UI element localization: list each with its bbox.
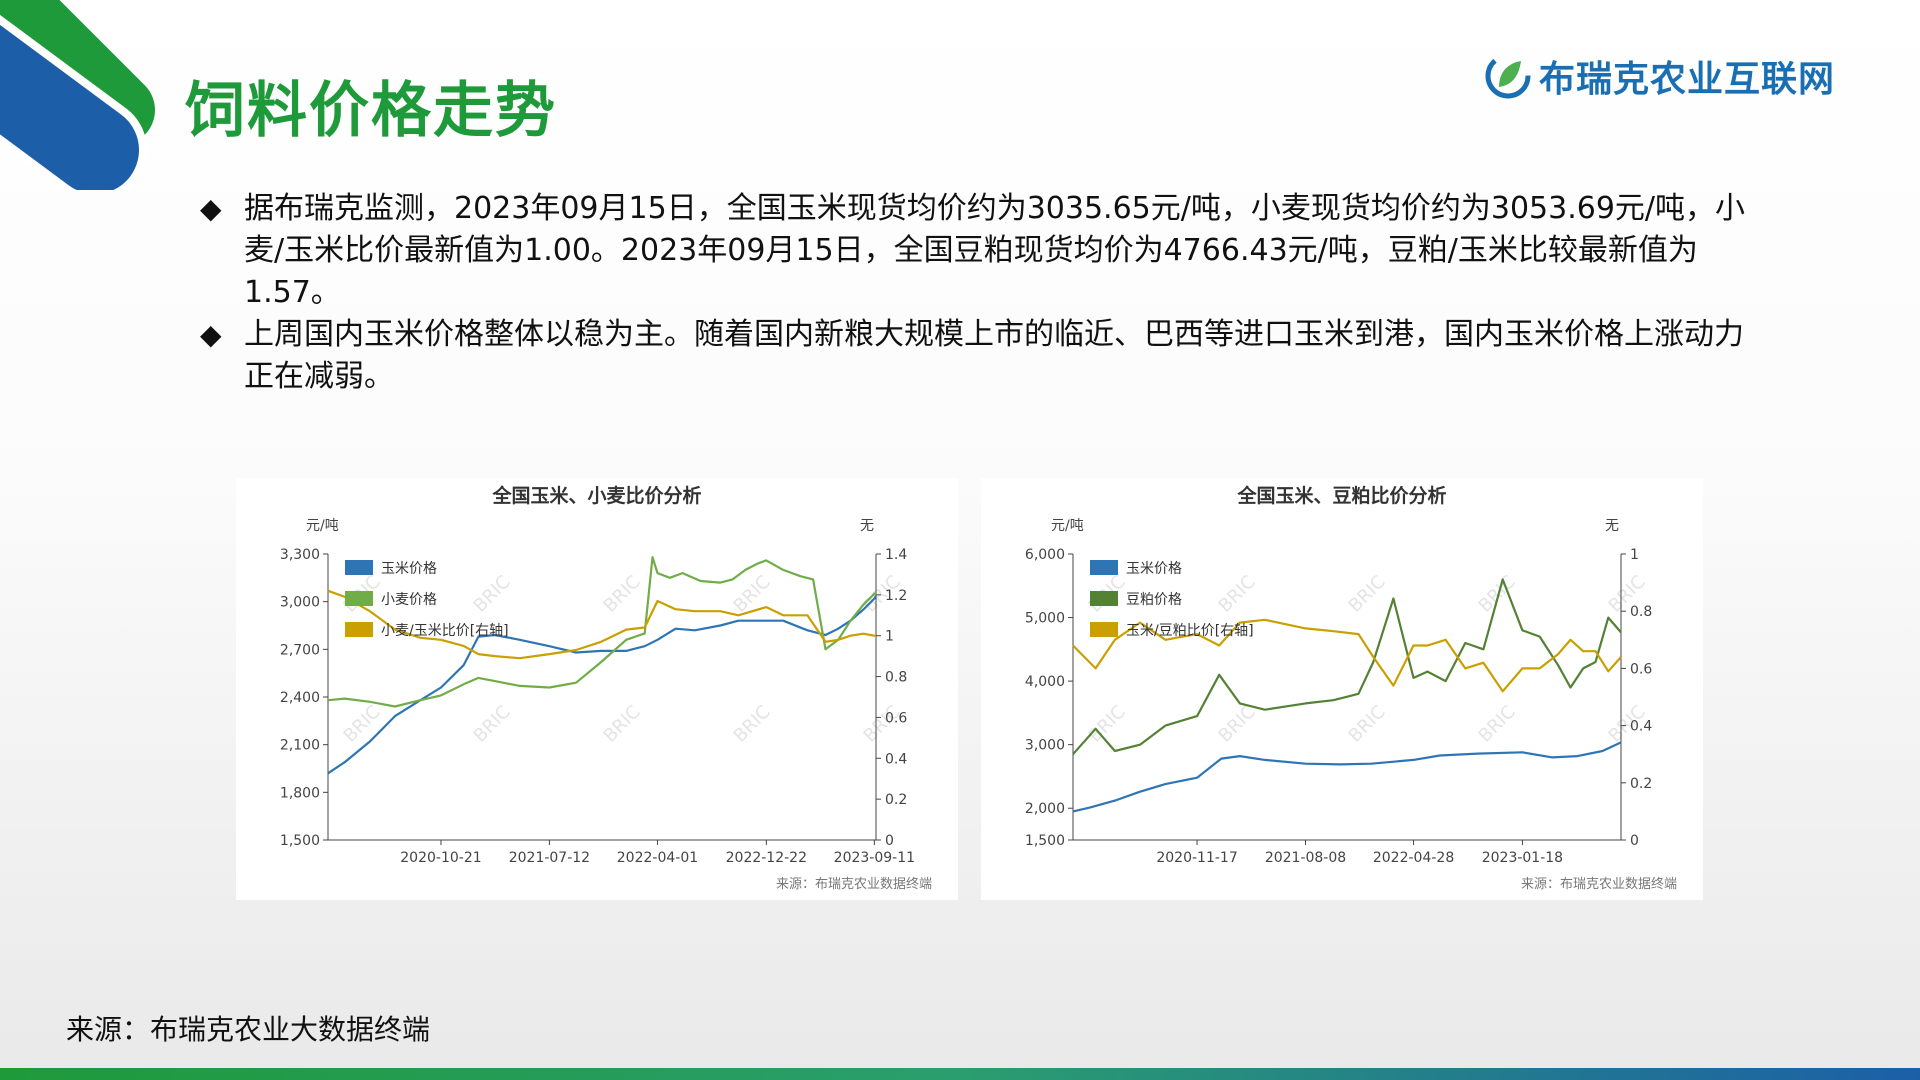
watermark-text: BRIC	[1345, 702, 1390, 747]
chart-panel-corn-soymeal: 全国玉米、豆粕比价分析 BRIC BRIC BRIC BRIC BRIC BRIC BRIC B…	[981, 478, 1703, 900]
leaf-logo-icon	[1485, 53, 1531, 99]
watermark-text: BRIC	[470, 572, 515, 617]
bullet-list: ◆ 据布瑞克监测，2023年09月15日，全国玉米现货均价约为3035.65元/…	[200, 188, 1760, 398]
y-left-tick-label: 4,000	[1025, 674, 1065, 690]
diamond-bullet-icon: ◆	[200, 318, 222, 351]
logo-text: 布瑞克农业互联网	[1539, 59, 1836, 100]
y-right-tick-label: 1.4	[885, 547, 907, 563]
x-tick-label: 2021-08-08	[1265, 850, 1346, 866]
legend-swatch-0	[1090, 560, 1118, 575]
y-left-tick-label: 2,700	[280, 642, 320, 658]
bullet-item: ◆ 上周国内玉米价格整体以稳为主。随着国内新粮大规模上市的临近、巴西等进口玉米到…	[200, 314, 1760, 398]
y-left-tick-label: 3,000	[280, 595, 320, 611]
y-left-tick-label: 2,000	[1025, 801, 1065, 817]
y-right-tick-label: 0	[885, 833, 894, 849]
legend-label-1: 豆粕价格	[1126, 592, 1182, 608]
corner-decoration	[0, 0, 170, 190]
watermark-text: BRIC	[1215, 572, 1260, 617]
legend-swatch-2	[1090, 622, 1118, 637]
watermark-text: BRIC	[730, 702, 775, 747]
brand-logo: 布瑞克农业互联网	[1485, 48, 1835, 104]
chart-panel-corn-wheat: 全国玉米、小麦比价分析 BRIC BRIC BRIC BRIC BRIC BRIC BRIC B…	[236, 478, 958, 900]
bottom-bar	[0, 1068, 1920, 1080]
y-right-tick-label: 0.8	[1630, 604, 1652, 620]
chart-title: 全国玉米、小麦比价分析	[491, 484, 701, 507]
x-tick-label: 2022-04-01	[617, 850, 698, 866]
chart-title: 全国玉米、豆粕比价分析	[1236, 484, 1446, 507]
y-left-tick-label: 3,300	[280, 547, 320, 563]
x-tick-label: 2023-09-11	[834, 850, 915, 866]
series-line-0	[327, 595, 877, 775]
y-right-tick-label: 0	[1630, 833, 1639, 849]
series-line-1	[1072, 578, 1622, 755]
x-tick-label: 2022-12-22	[726, 850, 807, 866]
y-left-tick-label: 1,500	[280, 833, 320, 849]
y-left-unit-label: 元/吨	[1051, 518, 1084, 534]
bullet-text: 上周国内玉米价格整体以稳为主。随着国内新粮大规模上市的临近、巴西等进口玉米到港，…	[244, 317, 1744, 394]
watermark-text: BRIC	[1345, 572, 1390, 617]
x-tick-label: 2020-10-21	[400, 850, 481, 866]
y-right-tick-label: 0.2	[885, 792, 907, 808]
series-line-2	[327, 589, 876, 660]
y-left-tick-label: 5,000	[1025, 611, 1065, 627]
x-tick-label: 2021-07-12	[509, 850, 590, 866]
series-line-0	[1072, 741, 1622, 813]
bullet-item: ◆ 据布瑞克监测，2023年09月15日，全国玉米现货均价约为3035.65元/…	[200, 188, 1760, 314]
chart-source-note: 来源：布瑞克农业数据终端	[1521, 876, 1677, 892]
y-left-tick-label: 6,000	[1025, 547, 1065, 563]
watermark-text: BRIC	[1475, 702, 1520, 747]
legend-swatch-0	[345, 560, 373, 575]
legend-label-0: 玉米价格	[1126, 561, 1182, 577]
legend-label-1: 小麦价格	[381, 592, 437, 608]
y-right-tick-label: 0.4	[885, 751, 907, 767]
x-tick-label: 2020-11-17	[1156, 850, 1237, 866]
legend-swatch-1	[1090, 591, 1118, 606]
y-right-tick-label: 0.6	[885, 710, 907, 726]
y-left-tick-label: 3,000	[1025, 738, 1065, 754]
y-right-unit-label: 无	[1605, 518, 1619, 534]
page-title: 饲料价格走势	[185, 76, 557, 146]
legend-swatch-1	[345, 591, 373, 606]
y-right-unit-label: 无	[860, 518, 874, 534]
series-line-1	[327, 556, 877, 708]
y-right-tick-label: 0.4	[1630, 719, 1652, 735]
legend-label-2: 玉米/豆粕比价[右轴]	[1126, 623, 1254, 639]
watermark-text: BRIC	[1085, 702, 1130, 747]
y-right-tick-label: 0.6	[1630, 661, 1652, 677]
y-right-tick-label: 1.2	[885, 588, 907, 604]
source-note: 来源：布瑞克农业大数据终端	[66, 1013, 431, 1046]
watermark-text: BRIC	[1475, 572, 1520, 617]
legend-label-2: 小麦/玉米比价[右轴]	[381, 623, 509, 639]
watermark-text: BRIC	[730, 572, 775, 617]
y-right-tick-label: 0.8	[885, 670, 907, 686]
y-left-tick-label: 2,400	[280, 690, 320, 706]
y-right-tick-label: 0.2	[1630, 776, 1652, 792]
y-right-tick-label: 1	[885, 629, 894, 645]
legend-swatch-2	[345, 622, 373, 637]
series-line-2	[1072, 618, 1622, 693]
y-left-tick-label: 1,800	[280, 785, 320, 801]
watermark-text: BRIC	[340, 702, 385, 747]
bullet-text: 据布瑞克监测，2023年09月15日，全国玉米现货均价约为3035.65元/吨，…	[244, 191, 1746, 310]
y-left-tick-label: 1,500	[1025, 833, 1065, 849]
x-tick-label: 2022-04-28	[1373, 850, 1454, 866]
y-left-unit-label: 元/吨	[306, 518, 339, 534]
watermark-text: BRIC	[470, 702, 515, 747]
legend-label-0: 玉米价格	[381, 561, 437, 577]
watermark-text: BRIC	[1215, 702, 1260, 747]
y-left-tick-label: 2,100	[280, 738, 320, 754]
chart-source-note: 来源：布瑞克农业数据终端	[776, 876, 932, 892]
diamond-bullet-icon: ◆	[200, 192, 222, 225]
watermark-text: BRIC	[600, 572, 645, 617]
y-right-tick-label: 1	[1630, 547, 1639, 563]
x-tick-label: 2023-01-18	[1482, 850, 1563, 866]
watermark-text: BRIC	[600, 702, 645, 747]
